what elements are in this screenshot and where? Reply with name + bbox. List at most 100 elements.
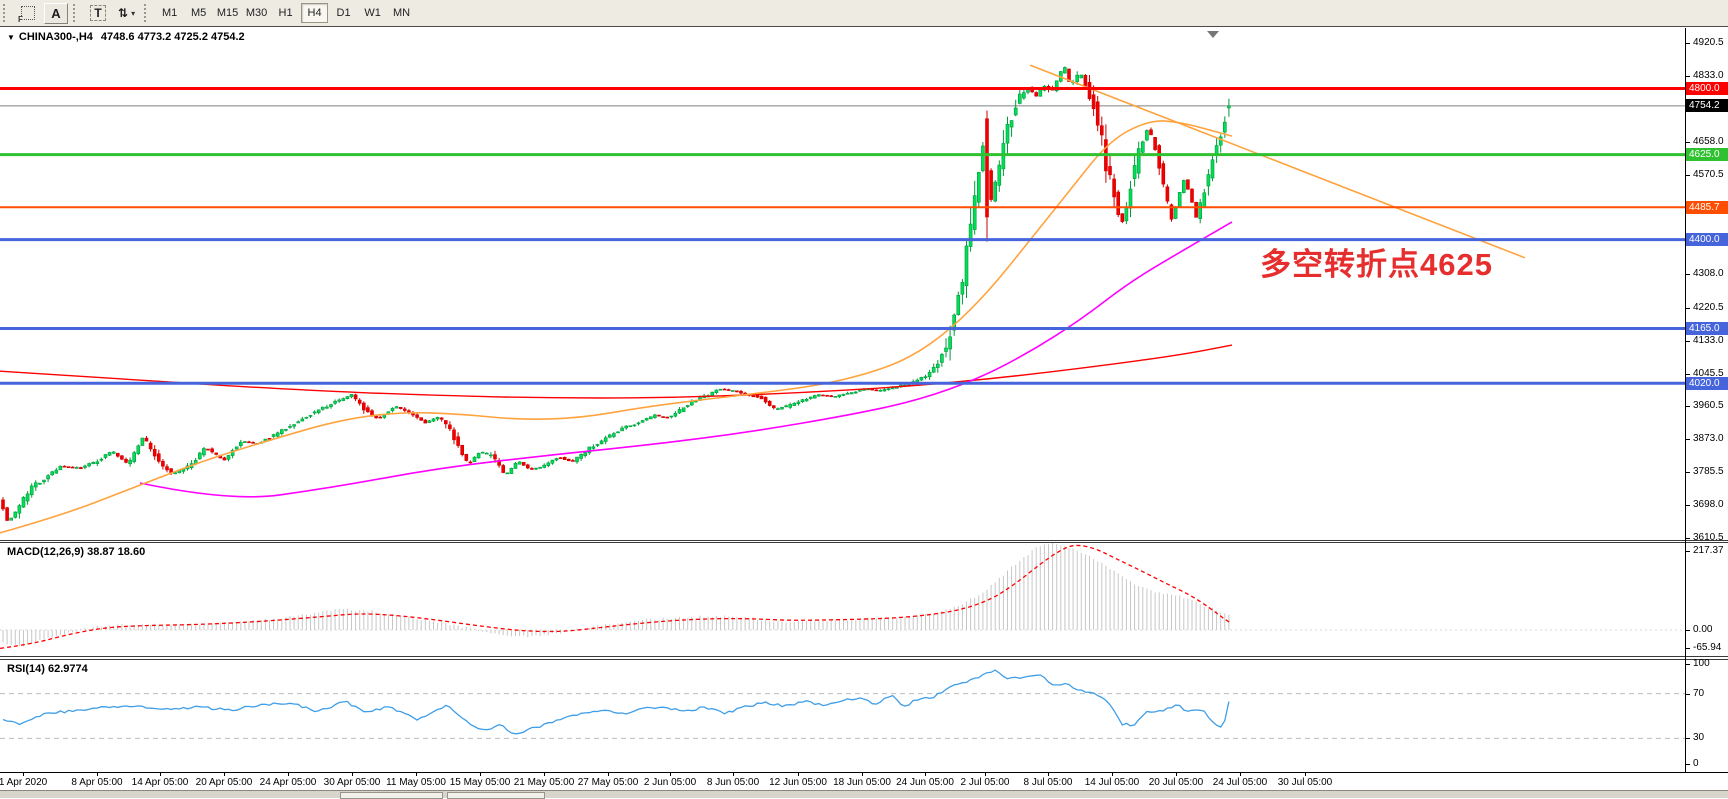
timeframe-button-h4[interactable]: H4 xyxy=(301,3,329,23)
time-label: 24 Jul 05:00 xyxy=(1212,777,1268,788)
macd-pane[interactable] xyxy=(0,543,1685,656)
text-label-tool-button[interactable]: T xyxy=(86,3,110,24)
macd-tick-label: 217.37 xyxy=(1693,545,1724,556)
grid-tool-button[interactable]: F xyxy=(16,3,40,24)
ohlc-values: 4748.6 4773.2 4725.2 4754.2 xyxy=(100,31,245,43)
price-tick-label: 3698.0 xyxy=(1693,498,1724,510)
candles-layer xyxy=(1,66,1231,521)
time-label: 15 May 05:00 xyxy=(449,777,511,788)
price-badge-4165.0: 4165.0 xyxy=(1686,321,1728,335)
timeframe-button-m15[interactable]: M15 xyxy=(216,7,239,19)
price-badge-4625.0: 4625.0 xyxy=(1686,148,1728,162)
rsi-tick-label: 30 xyxy=(1693,732,1705,743)
macd-histogram xyxy=(2,543,1230,647)
price-tick-label: 3960.5 xyxy=(1693,399,1724,411)
price-tick-label: 4045.5 xyxy=(1693,367,1724,379)
price-tick-label: 4308.0 xyxy=(1693,268,1724,280)
ma-orange-line xyxy=(0,120,1233,534)
time-tick xyxy=(23,773,24,776)
rsi-line xyxy=(2,669,1230,735)
time-tick xyxy=(670,773,671,776)
letter-t-icon: T xyxy=(90,5,106,21)
timeframe-button-mn[interactable]: MN xyxy=(393,7,411,19)
time-tick xyxy=(608,773,609,776)
time-label: 30 Apr 05:00 xyxy=(323,777,381,788)
time-tick xyxy=(352,773,353,776)
time-tick xyxy=(985,773,986,776)
time-label: 14 Apr 05:00 xyxy=(131,777,189,788)
time-tick xyxy=(1305,773,1306,776)
timeframe-button-w1[interactable]: W1 xyxy=(364,7,381,19)
rsi-indicator-label: RSI(14) 62.9774 xyxy=(7,663,88,675)
chart-title: ▼ CHINA300-,H4 4748.6 4773.2 4725.2 4754… xyxy=(7,31,245,43)
time-tick xyxy=(1240,773,1241,776)
time-label: 24 Jun 05:00 xyxy=(896,777,954,788)
time-label: 27 May 05:00 xyxy=(577,777,639,788)
time-label: 20 Apr 05:00 xyxy=(195,777,253,788)
price-badge-4754.2: 4754.2 xyxy=(1686,99,1728,113)
price-tick-label: 4833.0 xyxy=(1693,70,1724,82)
time-tick xyxy=(798,773,799,776)
price-tick-label: 4570.5 xyxy=(1693,169,1724,181)
main-price-pane[interactable] xyxy=(0,28,1685,540)
time-tick xyxy=(733,773,734,776)
time-label: 12 Jun 05:00 xyxy=(769,777,827,788)
time-tick xyxy=(862,773,863,776)
time-tick xyxy=(160,773,161,776)
rsi-tick-label: 70 xyxy=(1693,688,1705,699)
rsi-tick-label: 0 xyxy=(1693,758,1699,769)
price-tick-label: 4133.0 xyxy=(1693,334,1724,346)
timeframe-button-m5[interactable]: M5 xyxy=(190,7,207,19)
time-tick xyxy=(1048,773,1049,776)
price-tick-label: 3785.5 xyxy=(1693,465,1724,477)
time-tick xyxy=(544,773,545,776)
price-axis-border xyxy=(1685,28,1686,772)
price-tick-label: 4658.0 xyxy=(1693,136,1724,148)
macd-signal-line xyxy=(0,544,1231,649)
time-label: 11 May 05:00 xyxy=(386,777,446,788)
macd-tick-label: -65.94 xyxy=(1693,642,1722,653)
time-label: 14 Jul 05:00 xyxy=(1084,777,1140,788)
timeframe-button-d1[interactable]: D1 xyxy=(336,7,351,19)
ma-red-line xyxy=(0,344,1233,399)
time-axis[interactable]: 1 Apr 2020 8 Apr 05:00 14 Apr 05:00 20 Apr … xyxy=(0,772,1728,790)
time-tick xyxy=(1112,773,1113,776)
time-label: 30 Jul 05:00 xyxy=(1277,777,1333,788)
time-label: 8 Apr 05:00 xyxy=(71,777,123,788)
letter-a-icon: A xyxy=(51,5,61,21)
price-tick-label: 3873.0 xyxy=(1693,432,1724,444)
toolbar-grip[interactable] xyxy=(73,4,79,22)
pane-separator[interactable] xyxy=(0,656,1728,660)
dropdown-caret-icon: ▾ xyxy=(131,8,136,18)
timeframe-toolbar: M1 M5 M15 M30 H1 H4 D1 W1 MN xyxy=(155,3,416,23)
time-label: 20 Jul 05:00 xyxy=(1148,777,1204,788)
descending-trendline[interactable] xyxy=(1029,64,1526,259)
time-label: 18 Jun 05:00 xyxy=(833,777,891,788)
price-tick-label: 4220.5 xyxy=(1693,301,1724,313)
time-tick xyxy=(97,773,98,776)
price-tick-label: 4920.5 xyxy=(1693,37,1724,48)
ma-magenta-line xyxy=(139,221,1233,498)
time-tick xyxy=(224,773,225,776)
time-tick xyxy=(925,773,926,776)
symbol-dropdown-caret-icon[interactable]: ▼ xyxy=(7,32,15,42)
shift-marker-icon[interactable] xyxy=(1207,31,1219,38)
pane-separator[interactable] xyxy=(0,540,1728,543)
time-label: 2 Jun 05:00 xyxy=(643,777,697,788)
symbol-timeframe-label: CHINA300-,H4 xyxy=(18,31,93,43)
rsi-pane[interactable] xyxy=(0,660,1685,772)
text-tool-button[interactable]: A xyxy=(44,2,68,24)
arrows-tool-button[interactable]: ⇅ ▾ xyxy=(114,3,139,24)
macd-indicator-label: MACD(12,26,9) 38.87 18.60 xyxy=(7,546,146,558)
toolbar-grip[interactable] xyxy=(144,4,150,22)
price-badge-4020.0: 4020.0 xyxy=(1686,376,1728,390)
annotation-text[interactable]: 多空转折点4625 xyxy=(1260,247,1493,282)
time-label: 21 May 05:00 xyxy=(513,777,575,788)
timeframe-button-m30[interactable]: M30 xyxy=(245,7,268,19)
price-badge-4485.7: 4485.7 xyxy=(1686,200,1728,214)
time-label: 24 Apr 05:00 xyxy=(259,777,317,788)
toolbar-grip[interactable] xyxy=(3,4,9,22)
timeframe-button-m1[interactable]: M1 xyxy=(161,7,178,19)
taskbar-strip xyxy=(0,790,1728,799)
timeframe-button-h1[interactable]: H1 xyxy=(278,7,293,19)
